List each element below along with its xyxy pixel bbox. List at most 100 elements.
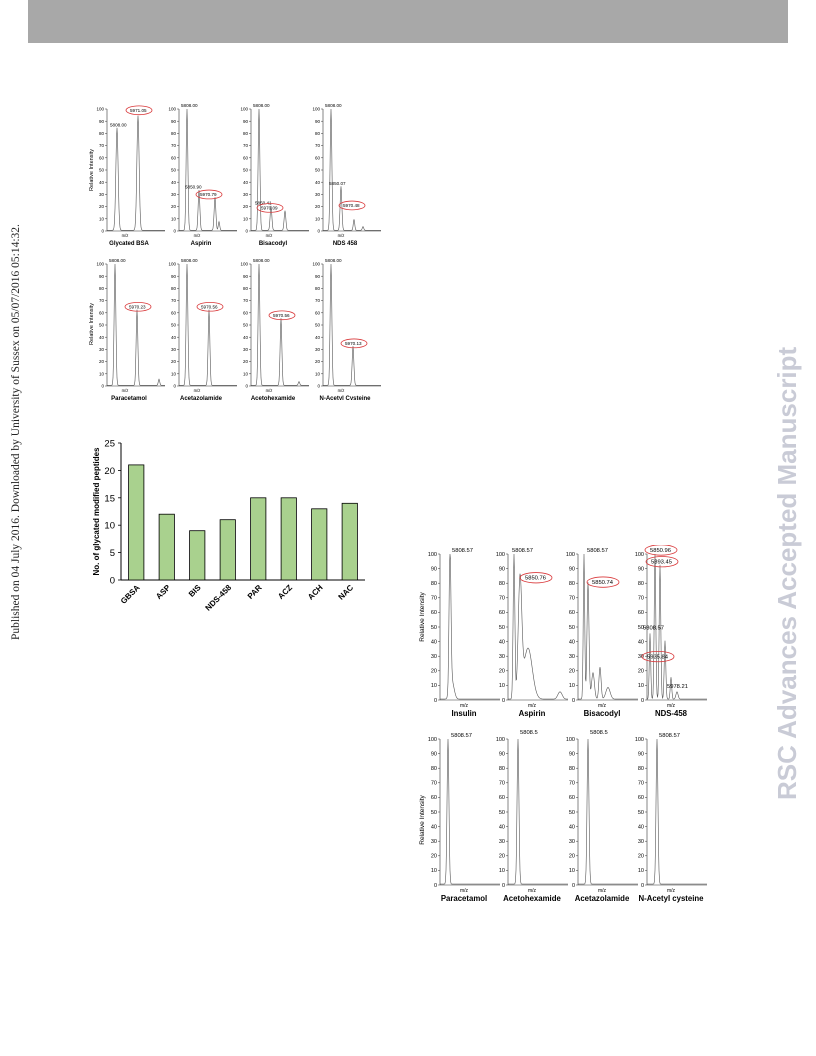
y-tick-label: 100 — [168, 262, 176, 267]
bar-chart-y-tick-label: 15 — [104, 493, 115, 504]
x-axis-label: m/z — [528, 703, 537, 709]
y-tick-label: 20 — [638, 854, 644, 860]
peak-highlight-ring — [644, 545, 678, 556]
y-tick-label: 100 — [566, 737, 575, 743]
x-axis-label: m/z — [598, 888, 607, 894]
y-tick-label: 80 — [431, 581, 437, 587]
y-tick-label: 50 — [315, 168, 321, 173]
y-tick-label: 50 — [499, 625, 505, 631]
y-tick-label: 10 — [569, 683, 575, 689]
y-tick-label: 60 — [99, 155, 105, 160]
y-tick-label: 100 — [428, 552, 437, 558]
y-tick-label: 40 — [315, 180, 321, 185]
bar-asp — [158, 513, 175, 581]
figure-a-mass-spectra: Relative Intensity Relative Intensity 0 10 2… — [89, 103, 381, 400]
y-tick-label: 30 — [499, 654, 505, 660]
y-tick-label: 0 — [641, 698, 644, 704]
figure-a-ylabel-row2: Relative Intensity — [89, 303, 95, 345]
panel-title: N-Acetyl cysteine — [638, 894, 704, 903]
y-tick-label: 50 — [99, 323, 105, 328]
y-tick-label: 20 — [315, 359, 321, 364]
y-tick-label: 100 — [312, 262, 320, 267]
y-tick-label: 40 — [499, 639, 505, 645]
y-tick-label: 40 — [431, 639, 437, 645]
peak-highlight-ring — [340, 338, 368, 349]
y-tick-label: 20 — [431, 854, 437, 860]
spectrum-panel: 0 10 20 30 40 50 60 70 80 90 100 5808.5 m/zAcetazola… — [566, 730, 638, 903]
y-tick-label: 60 — [569, 610, 575, 616]
y-tick-label: 100 — [96, 107, 104, 112]
y-tick-label: 10 — [171, 371, 177, 376]
y-tick-label: 100 — [496, 737, 505, 743]
x-axis-label: m/z — [122, 388, 129, 393]
y-tick-label: 70 — [315, 143, 321, 148]
spectrum-panel: 0 10 20 30 40 50 60 70 80 90 100 5808.00 5850.90 5970… — [168, 103, 237, 247]
y-tick-label: 30 — [499, 839, 505, 845]
y-tick-label: 80 — [638, 581, 644, 587]
y-tick-label: 50 — [569, 625, 575, 631]
y-tick-label: 20 — [171, 204, 177, 209]
y-tick-label: 40 — [638, 639, 644, 645]
panel-title: Acetohexamide — [503, 894, 561, 903]
y-tick-label: 10 — [638, 683, 644, 689]
y-tick-label: 100 — [635, 737, 644, 743]
bar-category-label: PAR — [246, 583, 264, 601]
y-tick-label: 10 — [638, 868, 644, 874]
figure-b-bar-chart: No. of glycated modified peptides 0 5 10 15 2… — [92, 439, 365, 612]
peak-highlight-ring — [519, 572, 553, 584]
y-tick-label: 90 — [315, 119, 321, 124]
y-tick-label: 10 — [569, 868, 575, 874]
y-tick-label: 20 — [99, 204, 105, 209]
peak-label: 5971.05 — [130, 108, 147, 113]
y-tick-label: 80 — [638, 766, 644, 772]
y-tick-label: 60 — [638, 610, 644, 616]
spectrum-trace — [323, 108, 381, 231]
y-tick-label: 50 — [243, 323, 249, 328]
y-tick-label: 60 — [431, 610, 437, 616]
y-tick-label: 30 — [569, 654, 575, 660]
bar-ach — [311, 508, 328, 581]
spectrum-trace — [107, 263, 165, 386]
y-tick-label: 90 — [499, 751, 505, 757]
peak-label: 5970.79 — [200, 192, 217, 197]
y-tick-label: 60 — [499, 795, 505, 801]
panel-title: Bisacodyl — [584, 709, 621, 718]
peak-label: 5808.00 — [253, 103, 270, 108]
y-tick-label: 30 — [431, 654, 437, 660]
spectrum-trace — [508, 553, 568, 700]
spectrum-trace — [179, 108, 237, 231]
y-tick-label: 40 — [499, 824, 505, 830]
y-tick-label: 40 — [569, 824, 575, 830]
peak-label: 5808.57 — [659, 733, 680, 739]
y-tick-label: 60 — [99, 310, 105, 315]
y-tick-label: 100 — [428, 737, 437, 743]
panel-title: Acetazolamide — [180, 396, 223, 400]
y-tick-label: 100 — [168, 107, 176, 112]
y-tick-label: 0 — [434, 883, 437, 889]
y-tick-label: 30 — [171, 192, 177, 197]
spectrum-trace — [646, 553, 707, 700]
spectrum-trace — [251, 108, 309, 231]
y-tick-label: 90 — [569, 566, 575, 572]
x-axis-label: m/z — [338, 233, 345, 238]
y-tick-label: 80 — [431, 766, 437, 772]
panel-title: Insulin — [451, 709, 476, 718]
peak-label: 5850.07 — [329, 181, 346, 186]
y-tick-label: 30 — [243, 347, 249, 352]
y-tick-label: 10 — [243, 216, 249, 221]
y-tick-label: 40 — [638, 824, 644, 830]
y-tick-label: 20 — [499, 854, 505, 860]
y-tick-label: 50 — [638, 625, 644, 631]
bar-category-label: ACH — [306, 583, 325, 602]
y-tick-label: 60 — [315, 155, 321, 160]
x-axis-label: m/z — [194, 388, 201, 393]
bar-category-label: NAC — [337, 583, 356, 602]
y-tick-label: 70 — [171, 143, 177, 148]
panel-title: Paracetamol — [111, 396, 147, 400]
y-tick-label: 80 — [569, 766, 575, 772]
y-tick-label: 70 — [499, 596, 505, 602]
y-tick-label: 40 — [99, 180, 105, 185]
bar-acz — [280, 497, 297, 581]
bar-gbsa — [128, 464, 145, 581]
y-tick-label: 0 — [245, 384, 248, 389]
